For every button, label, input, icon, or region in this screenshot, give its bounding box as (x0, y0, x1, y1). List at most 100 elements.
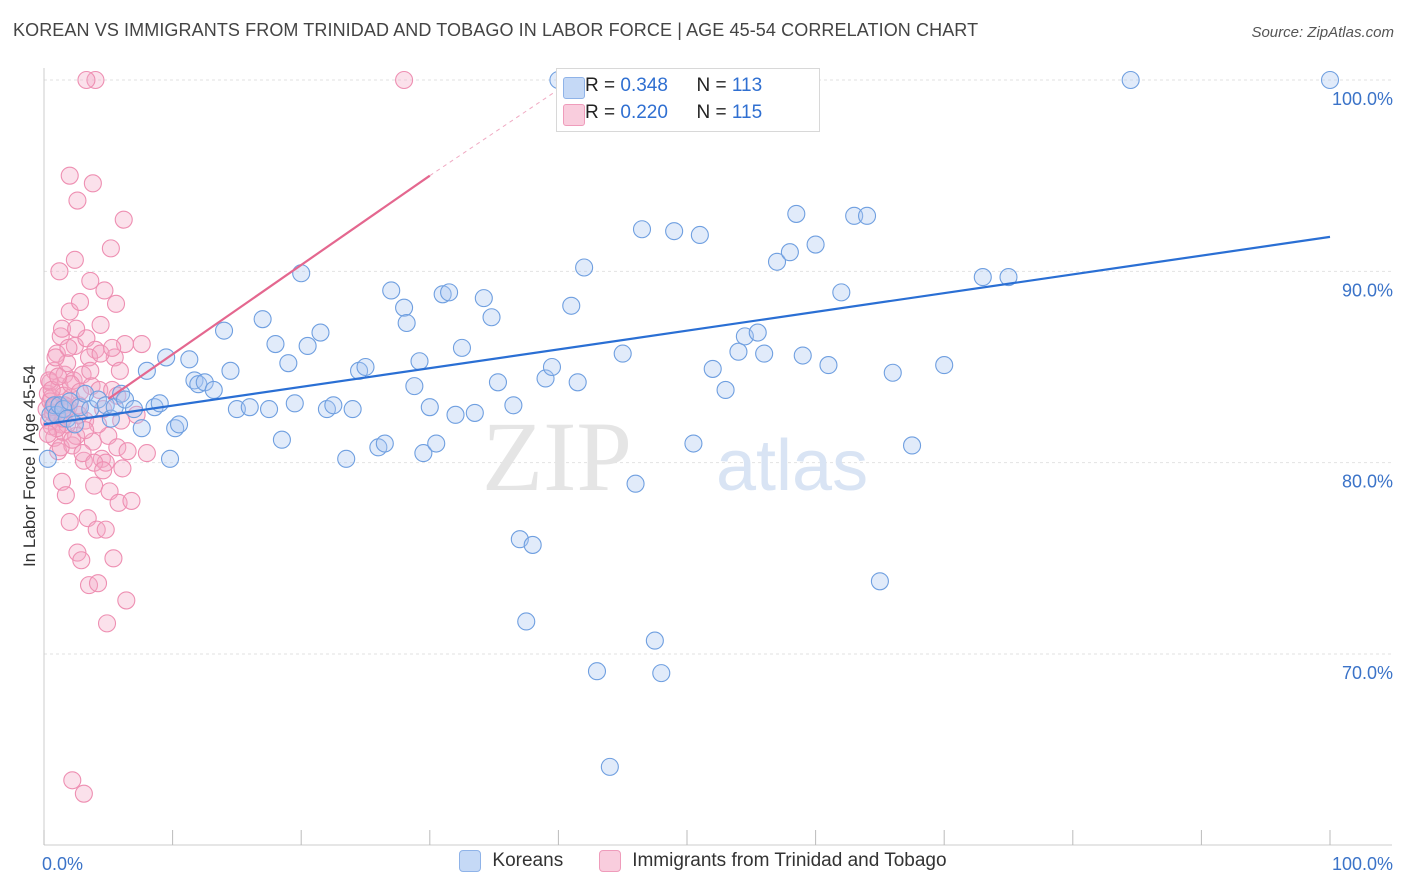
korean-point (999, 268, 1018, 287)
korean-point (169, 415, 189, 434)
stats-row-koreans: R = 0.348 N = 113 (563, 75, 763, 101)
korean-point (356, 357, 375, 377)
trinidad-point (60, 512, 79, 532)
korean-point (1121, 70, 1140, 90)
korean-point (465, 403, 484, 422)
legend-item-trinidad[interactable]: Immigrants from Trinidad and Tobago (599, 850, 947, 872)
trinidad-point (79, 348, 99, 367)
korean-point (703, 359, 722, 378)
korean-point (420, 398, 439, 417)
korean-point (536, 369, 555, 388)
korean-point (38, 449, 57, 468)
korean-point (395, 298, 414, 317)
stats-box: R = 0.348 N = 113 R = 0.220 N = 115 (556, 68, 820, 132)
stats-n-value: 113 (731, 75, 763, 96)
legend-item-koreans[interactable]: Koreans (459, 850, 563, 872)
stats-row-trinidad: R = 0.220 N = 115 (563, 102, 763, 128)
y-tick-label: 80.0% (1342, 472, 1393, 492)
korean-point (523, 535, 542, 554)
trinidad-point (70, 292, 90, 311)
korean-point (832, 283, 851, 302)
trinidad-point (49, 367, 68, 386)
stats-r-label: R = (585, 75, 621, 96)
trinidad-point (97, 614, 117, 633)
trinidad-point (67, 319, 86, 338)
stats-n-value: 115 (731, 102, 763, 123)
korean-point (716, 380, 735, 400)
trinidad-point (117, 591, 136, 610)
korean-point (517, 612, 536, 631)
stats-r-label: R = (585, 102, 621, 123)
trinidad-point (96, 520, 115, 539)
korean-point (626, 474, 645, 493)
trinidad-point (74, 784, 93, 803)
trinidad-point (83, 174, 102, 193)
korean-point (652, 664, 671, 683)
trinidad-point (108, 438, 127, 457)
korean-point (845, 206, 864, 225)
stats-r-value: 0.348 (620, 75, 668, 96)
korean-point (452, 338, 472, 357)
trinidad-point (73, 444, 92, 463)
korean-point (337, 449, 356, 468)
korean-point (446, 405, 465, 424)
korean-point (414, 444, 433, 463)
trinidad-point (95, 281, 114, 300)
trinidad-point (38, 424, 57, 444)
trinidad-point (52, 472, 72, 491)
korean-point (272, 430, 291, 449)
trinidad-point (101, 239, 120, 258)
x-tick-label: 100.0% (1332, 854, 1393, 874)
korean-point (397, 313, 416, 333)
korean-point (787, 204, 806, 223)
trinidad-point (63, 430, 82, 449)
korean-point (645, 631, 664, 650)
trinidad-point (63, 771, 82, 790)
trinidad-point (94, 461, 113, 480)
korean-point (690, 225, 709, 245)
korean-point (214, 321, 234, 340)
korean-point (819, 356, 838, 375)
korean-point (375, 434, 394, 453)
legend-label-koreans: Koreans (492, 850, 564, 871)
korean-point (883, 363, 902, 382)
korean-point (382, 281, 401, 300)
trinidad-point (88, 574, 108, 593)
legend-swatch-koreans (459, 850, 482, 872)
korean-point (279, 354, 298, 373)
korean-point (259, 400, 279, 419)
watermark-zip: ZIP (482, 401, 632, 512)
x-tick-label: 0.0% (42, 854, 83, 874)
korean-point (729, 342, 748, 361)
trinidad-point (114, 210, 133, 229)
korean-point (160, 449, 180, 468)
trinidad-trend-line (107, 174, 431, 400)
y-tick-label: 100.0% (1332, 89, 1393, 109)
trinidad-point (81, 361, 100, 380)
trinidad-point (90, 380, 109, 400)
trinidad-point (63, 436, 82, 455)
trinidad-point (122, 491, 141, 510)
korean-point (221, 361, 240, 380)
stats-swatch-trinidad (563, 104, 585, 126)
korean-point (793, 346, 812, 365)
korean-point (427, 434, 446, 453)
korean-point (433, 285, 452, 304)
korean-point (504, 396, 523, 415)
trinidad-point (104, 549, 123, 568)
korean-point (204, 380, 223, 400)
source-label: Source: ZipAtlas.com (1251, 24, 1394, 41)
trinidad-point (106, 294, 126, 313)
stats-n-label: N = (696, 75, 732, 96)
korean-point (285, 394, 304, 413)
y-tick-label: 70.0% (1342, 663, 1393, 683)
korean-point (132, 419, 151, 438)
legend-label-trinidad: Immigrants from Trinidad and Tobago (632, 850, 947, 871)
trinidad-point (91, 344, 110, 363)
korean-point (613, 344, 632, 363)
korean-point (124, 400, 144, 419)
korean-point (324, 396, 343, 415)
korean-point (474, 289, 493, 308)
korean-point (1320, 70, 1340, 90)
